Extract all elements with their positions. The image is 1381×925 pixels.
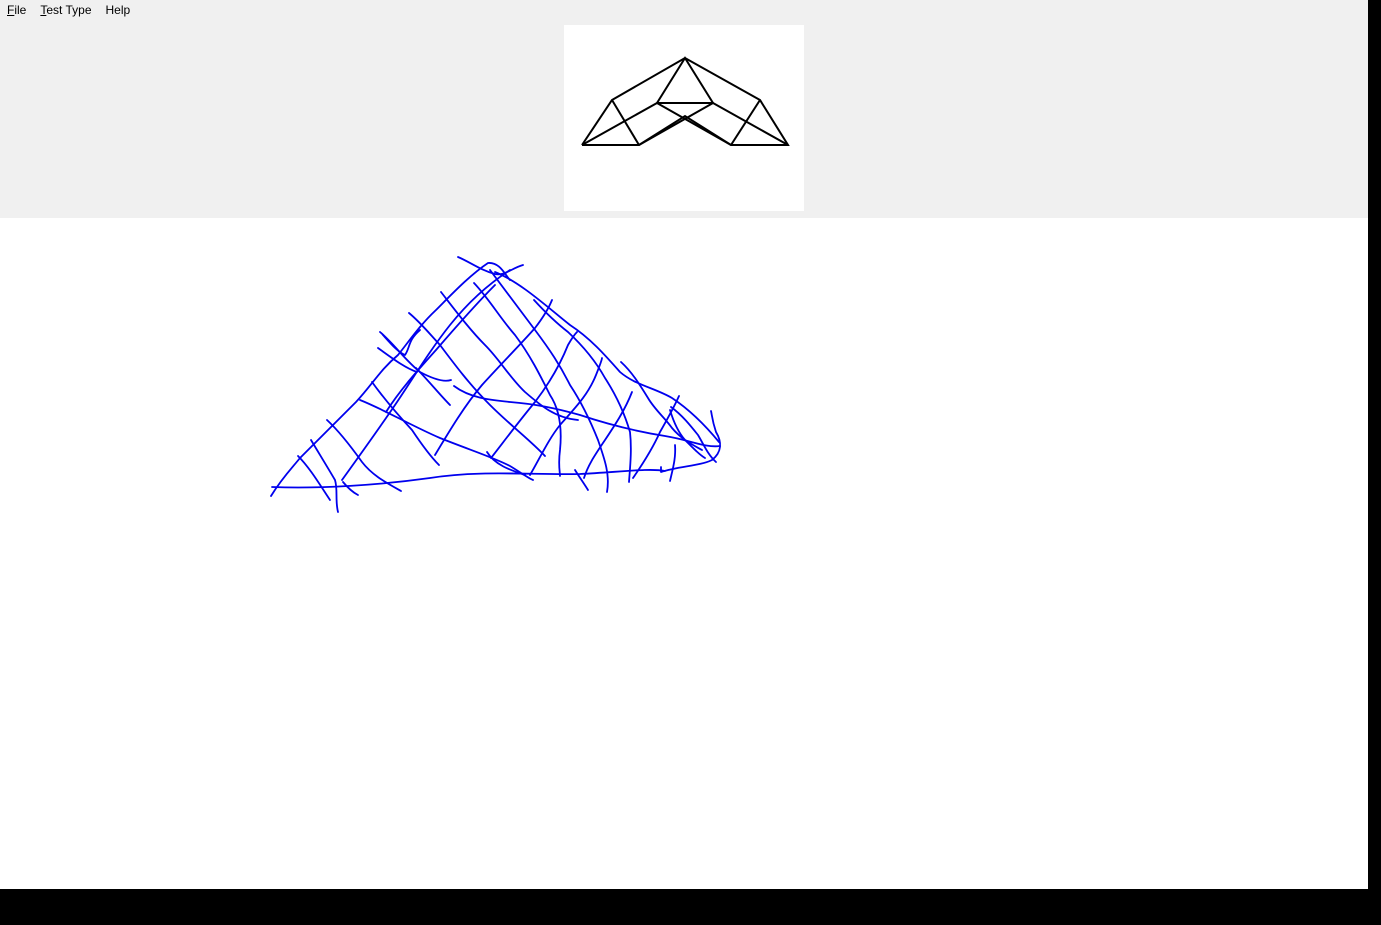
- freehand-drawing: [270, 256, 721, 513]
- reference-line-left: [611, 99, 640, 146]
- drawing-stroke: [310, 439, 339, 513]
- taskbar: [0, 889, 1381, 925]
- drawing-stroke: [660, 410, 721, 473]
- reference-diag-1: [581, 102, 658, 146]
- menu-help[interactable]: Help: [99, 0, 138, 20]
- drawing-stroke: [453, 385, 721, 448]
- drawing-stroke: [371, 381, 440, 466]
- menu-test-type-mnemonic: T: [40, 3, 47, 17]
- reference-diag-2: [656, 102, 732, 146]
- menu-help-label: Help: [105, 3, 131, 17]
- drawing-stroke: [382, 329, 421, 356]
- drawing-stroke: [297, 455, 331, 501]
- drawing-stroke: [529, 357, 603, 476]
- reference-diag-3: [638, 102, 714, 146]
- drawing-stroke: [669, 444, 677, 482]
- drawing-stroke: [457, 256, 524, 276]
- drawing-stroke: [583, 391, 633, 479]
- drawing-stroke: [494, 271, 720, 443]
- drawing-stroke: [669, 409, 706, 459]
- reference-line-right: [730, 99, 761, 146]
- drawing-stroke: [574, 469, 589, 491]
- menu-file-label: ile: [14, 3, 27, 17]
- reference-panel: [0, 20, 1368, 217]
- drawing-stroke: [415, 367, 451, 406]
- drawing-stroke: [341, 269, 511, 481]
- reference-center-triangle: [655, 56, 715, 104]
- drawing-stroke: [670, 406, 717, 463]
- drawing-stroke: [440, 291, 579, 421]
- menu-test-type-label: est Type: [46, 3, 92, 17]
- drawing-stroke: [271, 469, 666, 489]
- drawing-stroke: [533, 299, 632, 483]
- menu-file[interactable]: File: [0, 0, 33, 20]
- drawing-stroke: [632, 395, 680, 479]
- drawing-stroke: [408, 312, 546, 457]
- drawing-stroke: [490, 331, 578, 459]
- drawing-stroke: [385, 284, 496, 413]
- drawing-stroke: [489, 269, 609, 493]
- drawing-stroke: [326, 419, 402, 492]
- drawing-stroke: [342, 481, 359, 496]
- reference-diag-4: [712, 102, 789, 146]
- app-window: File Test Type Help: [0, 0, 1368, 889]
- drawing-stroke: [473, 282, 562, 477]
- reference-figure-box: [564, 25, 804, 211]
- menu-bar: File Test Type Help: [0, 0, 1368, 20]
- drawing-stroke: [620, 361, 703, 451]
- menu-file-mnemonic: F: [7, 3, 15, 17]
- drawing-stroke: [377, 347, 418, 373]
- drawing-stroke: [434, 299, 553, 456]
- menu-test-type[interactable]: Test Type: [33, 0, 98, 20]
- drawing-stroke: [486, 451, 526, 476]
- drawing-canvas[interactable]: [0, 218, 1368, 889]
- reference-figure: [581, 56, 790, 146]
